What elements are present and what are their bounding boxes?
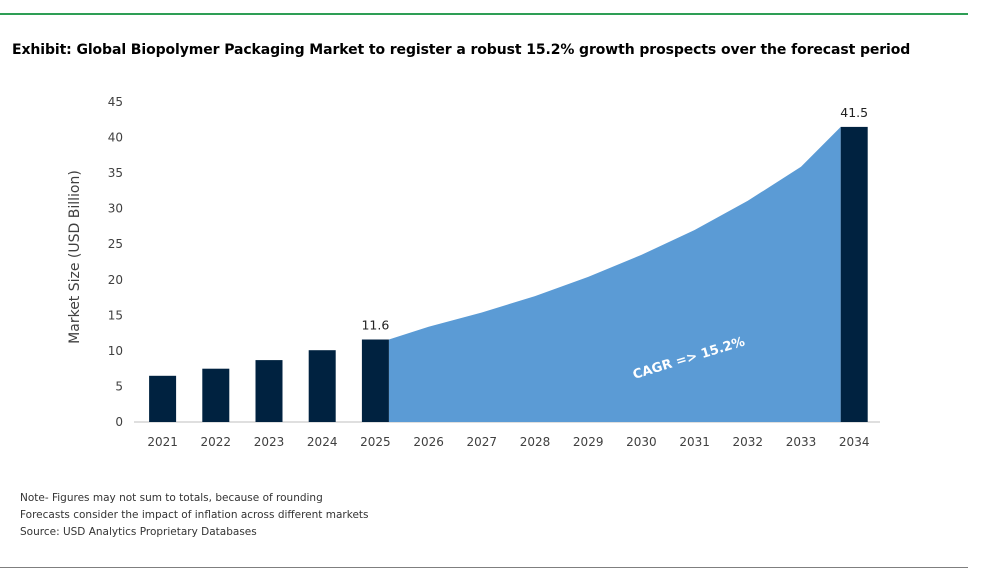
y-tick-5: 5 (115, 379, 123, 393)
bar-2024 (308, 350, 336, 422)
y-tick-35: 35 (108, 166, 123, 180)
x-tick-2022: 2022 (201, 435, 232, 449)
y-tick-15: 15 (108, 308, 123, 322)
x-tick-2026: 2026 (413, 435, 444, 449)
top-rule (0, 13, 968, 15)
x-tick-2027: 2027 (467, 435, 498, 449)
bar-2034 (840, 126, 868, 423)
x-tick-2028: 2028 (520, 435, 551, 449)
bottom-rule (0, 567, 968, 568)
y-tick-20: 20 (108, 273, 123, 287)
x-tick-2031: 2031 (679, 435, 710, 449)
chart-title: Exhibit: Global Biopolymer Packaging Mar… (12, 42, 911, 58)
x-tick-2033: 2033 (786, 435, 817, 449)
y-tick-10: 10 (108, 344, 123, 358)
bar-2022 (202, 368, 230, 422)
note-rounding: Note- Figures may not sum to totals, bec… (20, 492, 323, 504)
footnotes: Note- Figures may not sum to totals, bec… (20, 490, 369, 541)
note-source: Source: USD Analytics Proprietary Databa… (20, 526, 257, 538)
x-tick-2029: 2029 (573, 435, 604, 449)
note-inflation: Forecasts consider the impact of inflati… (20, 509, 369, 521)
x-tick-2034: 2034 (839, 435, 870, 449)
y-tick-45: 45 (108, 95, 123, 109)
data-label-2025: 11.6 (361, 318, 389, 333)
data-label-2034: 41.5 (840, 105, 868, 120)
bar-2025 (361, 339, 389, 422)
x-tick-2021: 2021 (147, 435, 178, 449)
bar-2021 (149, 375, 177, 422)
y-axis-label: Market Size (USD Billion) (67, 170, 83, 344)
y-tick-40: 40 (108, 131, 123, 145)
x-tick-2025: 2025 (360, 435, 391, 449)
x-tick-2023: 2023 (254, 435, 285, 449)
x-tick-2030: 2030 (626, 435, 657, 449)
y-tick-0: 0 (115, 415, 123, 429)
cagr-area (388, 126, 841, 423)
bar-2023 (255, 360, 283, 422)
y-tick-25: 25 (108, 237, 123, 251)
y-tick-30: 30 (108, 202, 123, 216)
x-tick-2032: 2032 (733, 435, 764, 449)
x-tick-2024: 2024 (307, 435, 338, 449)
